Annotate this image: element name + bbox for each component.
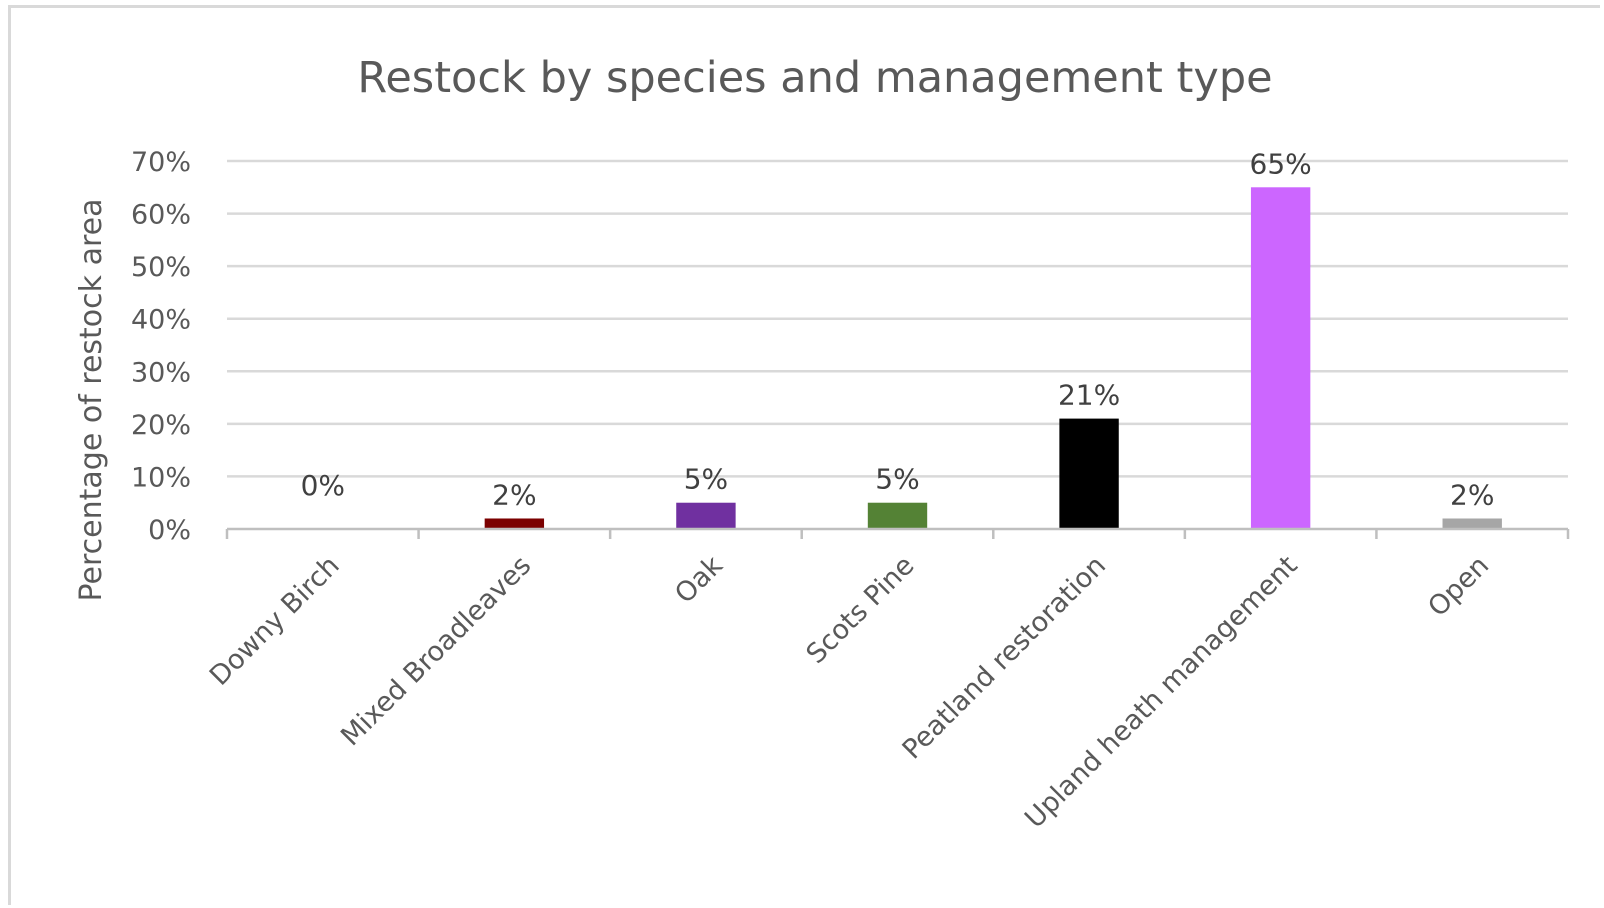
category-label: Oak bbox=[669, 550, 729, 610]
chart-title: Restock by species and management type bbox=[357, 53, 1272, 103]
y-axis-ticks: 0% 10% 20% 30% 40% 50% 60% 70% bbox=[131, 147, 191, 546]
y-tick-label: 50% bbox=[131, 252, 191, 283]
y-tick-label: 20% bbox=[131, 410, 191, 441]
category-label: Peatland restoration bbox=[897, 550, 1112, 765]
data-label: 0% bbox=[301, 469, 345, 502]
data-label: 2% bbox=[1450, 478, 1494, 511]
category-label: Mixed Broadleaves bbox=[335, 550, 537, 752]
data-label: 5% bbox=[875, 463, 919, 496]
data-label: 2% bbox=[492, 478, 536, 511]
data-label: 5% bbox=[684, 463, 728, 496]
y-tick-label: 10% bbox=[131, 462, 191, 493]
y-tick-label: 40% bbox=[131, 305, 191, 336]
bar bbox=[676, 502, 736, 529]
data-labels: 0% 2% 5% 5% 21% 65% 2% bbox=[301, 147, 1495, 511]
bar bbox=[867, 502, 928, 529]
y-axis-label: Percentage of restock area bbox=[74, 199, 109, 602]
bar bbox=[1250, 187, 1311, 530]
category-label: Scots Pine bbox=[800, 550, 920, 670]
category-label: Open bbox=[1422, 550, 1495, 623]
data-label: 21% bbox=[1058, 379, 1120, 412]
y-tick-label: 70% bbox=[131, 147, 191, 178]
bars bbox=[484, 187, 1502, 530]
y-tick-label: 0% bbox=[148, 515, 191, 546]
y-tick-label: 60% bbox=[131, 200, 191, 231]
bar bbox=[1442, 518, 1502, 529]
bar bbox=[484, 518, 545, 529]
data-label: 65% bbox=[1250, 147, 1312, 180]
category-label: Downy Birch bbox=[204, 550, 346, 692]
bar bbox=[1059, 418, 1119, 529]
gridlines bbox=[227, 159, 1568, 478]
y-tick-label: 30% bbox=[131, 357, 191, 388]
chart-frame bbox=[8, 5, 1600, 905]
x-axis bbox=[225, 527, 1570, 539]
